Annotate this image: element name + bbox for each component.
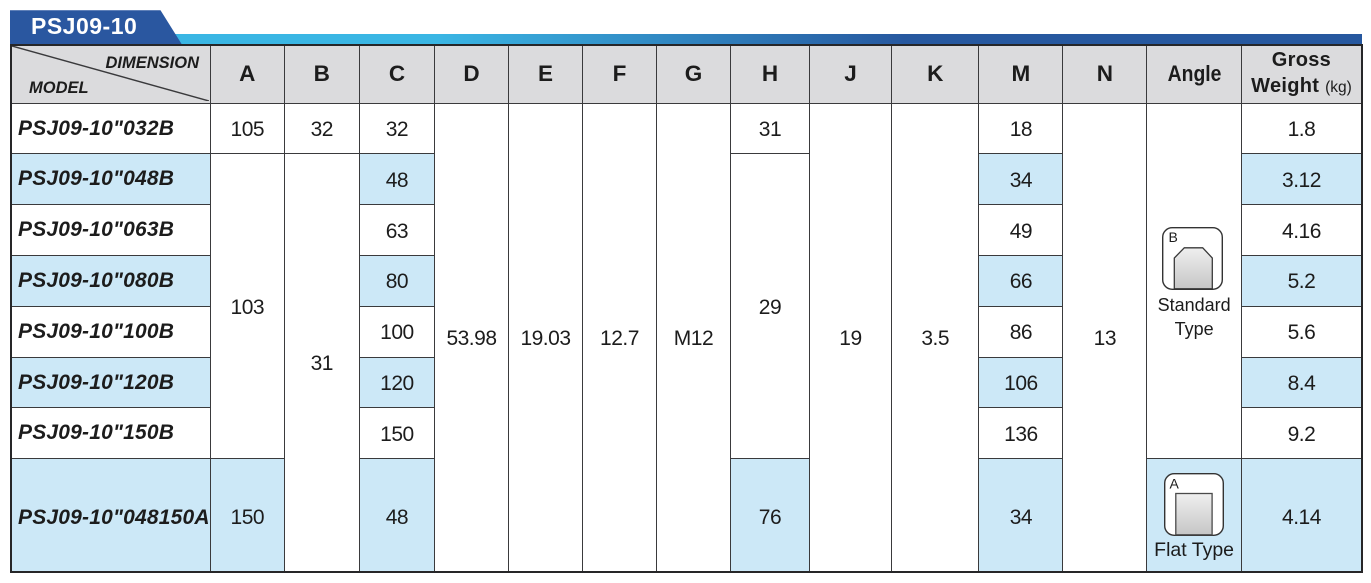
svg-text:B: B	[1168, 229, 1177, 245]
svg-text:A: A	[1169, 476, 1179, 492]
